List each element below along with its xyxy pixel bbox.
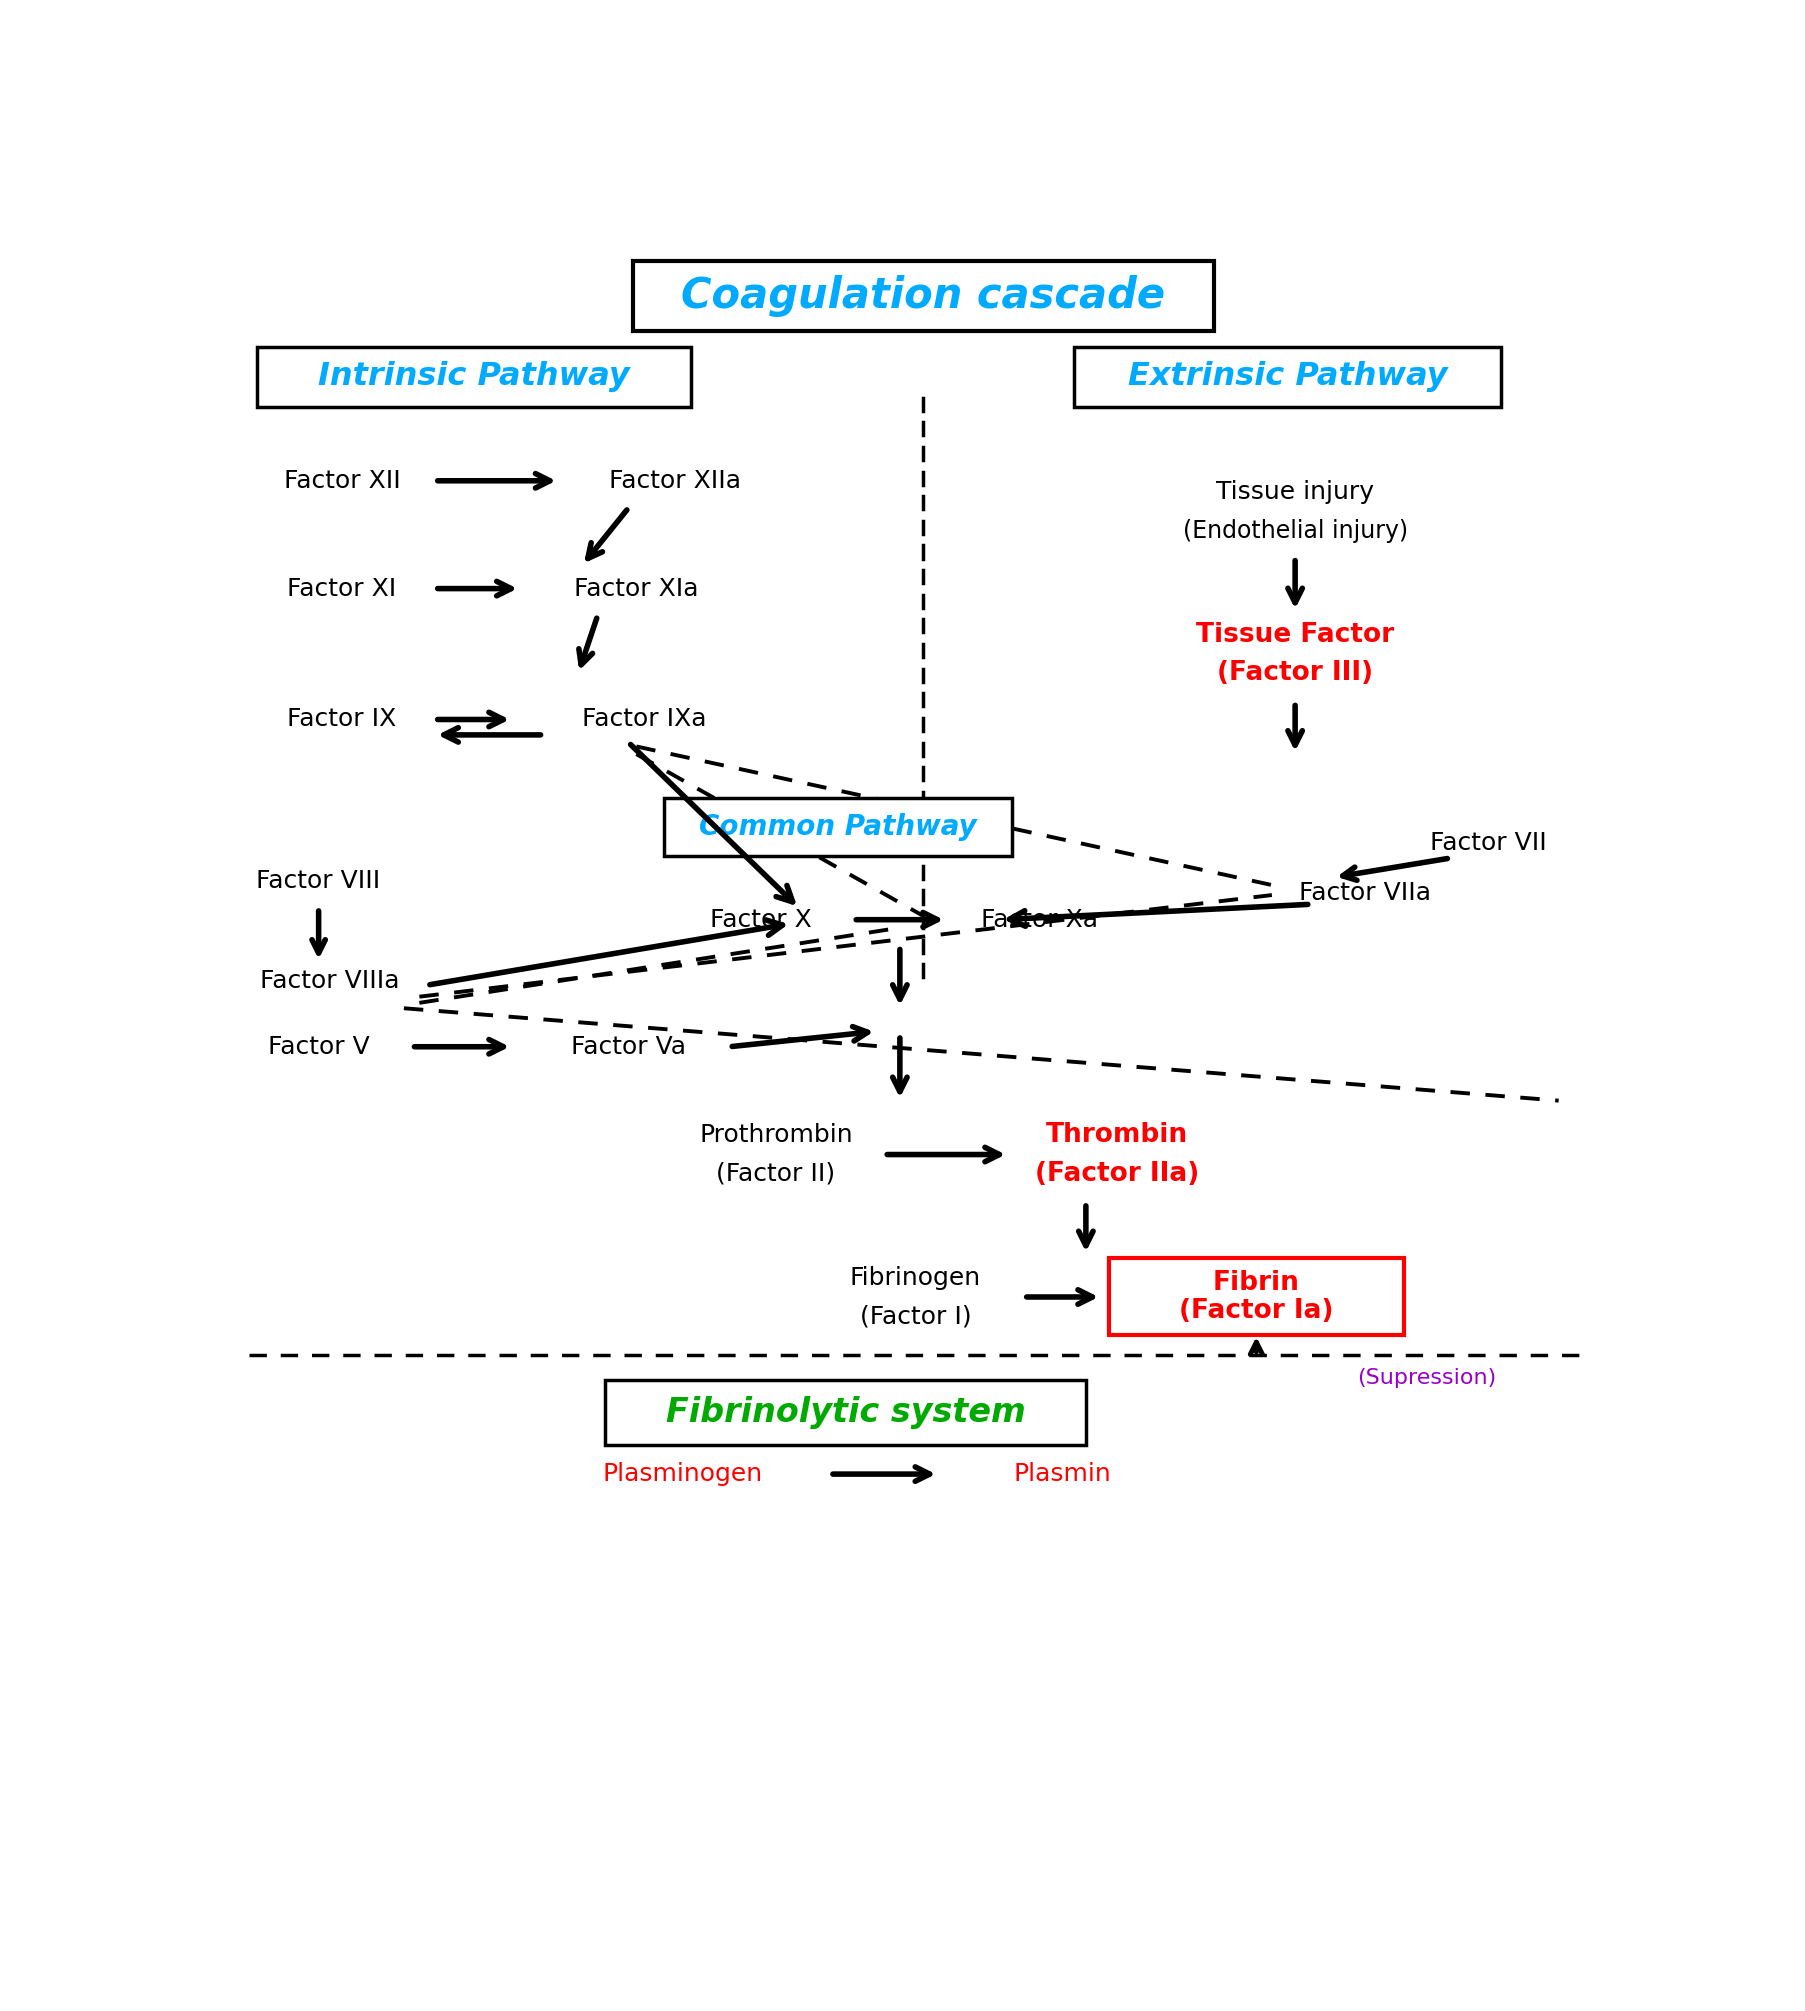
Text: Factor VIIa: Factor VIIa [1300,881,1431,905]
Bar [1074,346,1500,406]
Text: (Factor II): (Factor II) [717,1162,836,1186]
Text: Intrinsic Pathway: Intrinsic Pathway [318,362,630,392]
Text: Fibrin: Fibrin [1213,1271,1300,1297]
Text: (Supression): (Supression) [1357,1367,1496,1388]
Text: Factor VII: Factor VII [1431,831,1547,855]
Text: Factor X: Factor X [709,907,810,931]
Text: Coagulation cascade: Coagulation cascade [680,276,1166,318]
Text: Plasminogen: Plasminogen [603,1462,764,1486]
Bar [664,798,1013,857]
Text: Tissue Factor: Tissue Factor [1197,621,1393,648]
Bar [605,1380,1087,1446]
Text: Plasmin: Plasmin [1014,1462,1112,1486]
Text: Common Pathway: Common Pathway [699,812,977,841]
Text: Prothrombin: Prothrombin [699,1124,852,1148]
Text: (Factor I): (Factor I) [859,1305,971,1327]
Text: Factor Xa: Factor Xa [980,907,1097,931]
Text: Fibrinolytic system: Fibrinolytic system [666,1396,1025,1430]
Text: Factor XIIa: Factor XIIa [608,469,742,493]
Bar [632,261,1213,330]
Bar [256,346,691,406]
Text: (Endothelial injury): (Endothelial injury) [1182,519,1408,543]
Text: (Factor IIa): (Factor IIa) [1034,1160,1199,1186]
Text: (Factor Ia): (Factor Ia) [1179,1297,1334,1323]
Bar [1108,1259,1404,1335]
Text: Factor VIIIa: Factor VIIIa [260,969,401,993]
Text: Factor XIa: Factor XIa [574,577,699,601]
Text: (Factor III): (Factor III) [1217,660,1374,686]
Text: Thrombin: Thrombin [1045,1122,1188,1148]
Text: Factor VIII: Factor VIII [256,869,381,893]
Text: Factor IX: Factor IX [287,708,397,732]
Text: Factor XI: Factor XI [287,577,397,601]
Text: Tissue injury: Tissue injury [1217,481,1374,505]
Text: Factor Va: Factor Va [570,1036,686,1058]
Text: Factor IXa: Factor IXa [581,708,706,732]
Text: Factor V: Factor V [267,1036,370,1058]
Text: Extrinsic Pathway: Extrinsic Pathway [1128,362,1448,392]
Text: Factor XII: Factor XII [283,469,401,493]
Text: Fibrinogen: Fibrinogen [850,1265,980,1289]
